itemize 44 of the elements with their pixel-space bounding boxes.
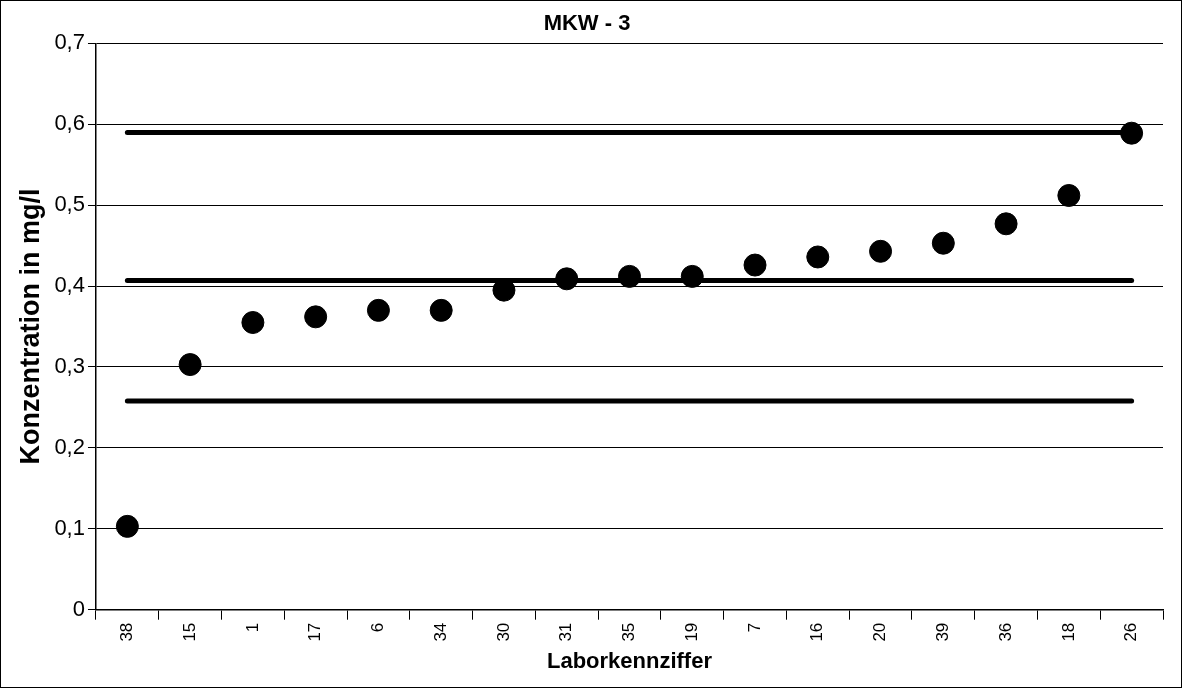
point: [304, 305, 328, 329]
point: [931, 231, 955, 255]
point: [1057, 183, 1081, 207]
x-tick-label: 38: [117, 622, 137, 642]
point: [743, 253, 767, 277]
point: [680, 264, 704, 288]
chart-title: MKW - 3: [543, 10, 631, 36]
x-tick-label: 34: [430, 622, 450, 642]
point: [617, 264, 641, 288]
x-tick-label: 1: [242, 622, 262, 633]
point: [806, 245, 830, 269]
point: [1120, 121, 1144, 145]
x-tick-label: 6: [368, 622, 388, 633]
y-tick-label: 0: [72, 595, 85, 621]
x-tick-label: 15: [179, 622, 199, 642]
y-tick-label: 0,6: [54, 110, 85, 136]
x-tick-label: 35: [619, 622, 639, 642]
x-tick-label: 31: [556, 622, 576, 642]
x-tick-label: 16: [807, 622, 827, 642]
x-tick-label: 30: [493, 622, 513, 642]
point: [241, 311, 265, 334]
y-tick-label: 0,5: [54, 191, 85, 217]
point: [994, 212, 1018, 236]
x-tick-label: 39: [933, 622, 953, 642]
x-tick-label: 26: [1121, 622, 1141, 642]
point: [429, 298, 453, 322]
x-tick-label: 18: [1058, 622, 1078, 642]
point: [555, 267, 579, 291]
y-tick-label: 0,1: [54, 514, 85, 540]
y-axis-title: Konzentration in mg/l: [14, 188, 45, 465]
y-tick-label: 0,4: [54, 272, 85, 298]
x-tick-label: 36: [995, 622, 1015, 642]
x-tick-label: 19: [681, 622, 701, 642]
y-tick-label: 0,2: [54, 433, 85, 459]
x-tick-label: 7: [744, 622, 764, 633]
point: [366, 298, 390, 322]
point: [115, 514, 139, 538]
x-tick-label: 20: [870, 622, 890, 642]
point: [178, 353, 202, 377]
y-tick-label: 0,3: [54, 353, 85, 379]
y-tick-label: 0,7: [54, 29, 85, 55]
x-axis-title: Laborkennziffer: [546, 647, 713, 673]
point: [869, 239, 893, 263]
x-tick-label: 17: [305, 622, 325, 642]
